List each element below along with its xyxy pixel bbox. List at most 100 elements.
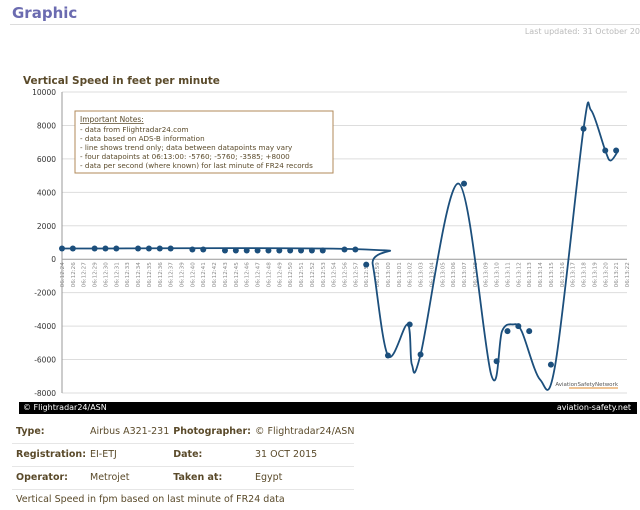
data-point (406, 321, 413, 328)
data-point (287, 247, 294, 254)
data-point (167, 245, 174, 252)
x-tick-label: 06:13:05 (440, 262, 446, 288)
x-tick-label: 06:12:53 (321, 262, 327, 288)
details-row: Registration: EI-ETJ Date: 31 OCT 2015 (12, 443, 355, 467)
y-tick-label: 2000 (37, 222, 56, 231)
data-point (156, 245, 163, 252)
x-tick-label: 06:13:06 (451, 262, 457, 288)
x-tick-label: 06:13:22 (625, 262, 631, 287)
x-tick-label: 06:12:27 (82, 262, 88, 288)
x-tick-label: 06:13:07 (462, 262, 468, 288)
notes-line: - data per second (where known) for last… (80, 161, 313, 170)
x-tick-label: 06:13:13 (527, 262, 533, 288)
x-tick-label: 06:12:52 (310, 262, 316, 287)
data-point (515, 323, 522, 330)
title-divider (10, 24, 640, 25)
taken-at-label: Taken at: (169, 466, 251, 490)
x-tick-label: 06:12:39 (180, 262, 186, 288)
photo-credit-left: © Flightradar24/ASN (23, 403, 107, 412)
x-tick-label: 06:13:14 (538, 262, 544, 288)
x-tick-label: 06:12:49 (277, 262, 283, 288)
y-tick-label: 10000 (32, 88, 56, 97)
data-point (298, 247, 305, 254)
registration-label: Registration: (12, 443, 86, 467)
x-tick-label: 06:12:42 (212, 262, 218, 287)
details-row: Operator: Metrojet Taken at: Egypt (12, 466, 355, 490)
taken-at-value: Egypt (250, 466, 355, 490)
operator-value: Metrojet (86, 466, 170, 490)
data-point (417, 351, 424, 358)
x-tick-label: 06:12:50 (288, 262, 294, 288)
x-tick-label: 06:13:18 (582, 262, 588, 288)
x-tick-label: 06:12:26 (71, 262, 77, 288)
data-point (352, 246, 359, 253)
x-tick-label: 06:12:41 (201, 262, 207, 288)
x-tick-label: 06:12:51 (299, 262, 305, 288)
date-value: 31 OCT 2015 (250, 443, 355, 467)
x-tick-label: 06:12:36 (158, 262, 164, 288)
data-point (113, 245, 120, 252)
y-tick-label: -4000 (34, 322, 56, 331)
x-tick-label: 06:12:34 (136, 262, 142, 288)
data-point (384, 352, 391, 359)
x-tick-label: 06:12:24 (60, 262, 66, 288)
data-point (59, 245, 65, 252)
type-label: Type: (12, 420, 86, 444)
notes-box: Important Notes:- data from Flightradar2… (74, 110, 334, 174)
data-point (547, 361, 554, 368)
x-tick-label: 06:12:56 (343, 262, 349, 288)
data-point (243, 247, 250, 254)
x-tick-label: 06:12:43 (223, 262, 229, 288)
photo-caption: Vertical Speed in fpm based on last minu… (16, 494, 285, 505)
y-tick-label: 0 (51, 255, 56, 264)
x-tick-label: 06:12:37 (169, 262, 175, 288)
photo-credit-bar: © Flightradar24/ASN aviation-safety.net (19, 402, 637, 414)
x-tick-label: 06:13:19 (592, 262, 598, 288)
notes-box-border (74, 110, 334, 174)
data-point (308, 247, 315, 254)
x-tick-label: 06:13:00 (386, 262, 392, 288)
details-row: Type: Airbus A321-231 Photographer: © Fl… (12, 420, 355, 444)
data-point (135, 245, 142, 252)
photo-credit-right[interactable]: aviation-safety.net (556, 403, 631, 412)
notes-heading: Important Notes: (80, 115, 144, 124)
x-tick-label: 06:13:04 (429, 262, 435, 288)
x-tick-label: 06:13:01 (397, 262, 403, 288)
data-point (504, 328, 511, 335)
data-point (189, 246, 196, 253)
data-point (461, 180, 468, 187)
x-tick-label: 06:13:02 (408, 262, 414, 287)
vertical-speed-chart[interactable]: Vertical Speed in feet per minute 10000 80… (19, 66, 637, 414)
type-value: Airbus A321-231 (86, 420, 170, 444)
x-tick-label: 06:12:57 (353, 262, 359, 288)
photographer-value: © Flightradar24/ASN (250, 420, 355, 444)
x-tick-label: 06:12:33 (125, 262, 131, 288)
page-title: Graphic (12, 4, 78, 22)
notes-line: - four datapoints at 06:13:00: -5760; -5… (80, 152, 290, 161)
x-tick-label: 06:13:08 (473, 262, 479, 288)
data-point (265, 247, 272, 254)
x-tick-label: 06:12:46 (245, 262, 251, 288)
data-point (319, 247, 326, 254)
x-tick-label: 06:13:17 (571, 262, 577, 288)
y-tick-label: -8000 (34, 389, 56, 398)
data-point (526, 328, 533, 335)
notes-line: - line shows trend only; data between da… (80, 143, 293, 152)
x-tick-label: 06:13:10 (495, 262, 501, 288)
chart-title: Vertical Speed in feet per minute (23, 75, 220, 87)
x-tick-label: 06:13:09 (484, 262, 490, 288)
data-point (580, 125, 587, 132)
last-updated: Last updated: 31 October 20 (524, 27, 640, 36)
data-point (341, 246, 348, 253)
data-point (102, 245, 109, 252)
x-tick-label: 06:13:15 (549, 262, 555, 288)
data-point (613, 147, 620, 154)
y-tick-label: 6000 (37, 155, 56, 164)
y-tick-label: 4000 (37, 188, 56, 197)
photographer-label: Photographer: (169, 420, 251, 444)
x-tick-label: 06:13:11 (505, 262, 511, 288)
data-point (276, 247, 283, 254)
date-label: Date: (169, 443, 251, 467)
x-tick-label: 06:12:30 (103, 262, 109, 288)
